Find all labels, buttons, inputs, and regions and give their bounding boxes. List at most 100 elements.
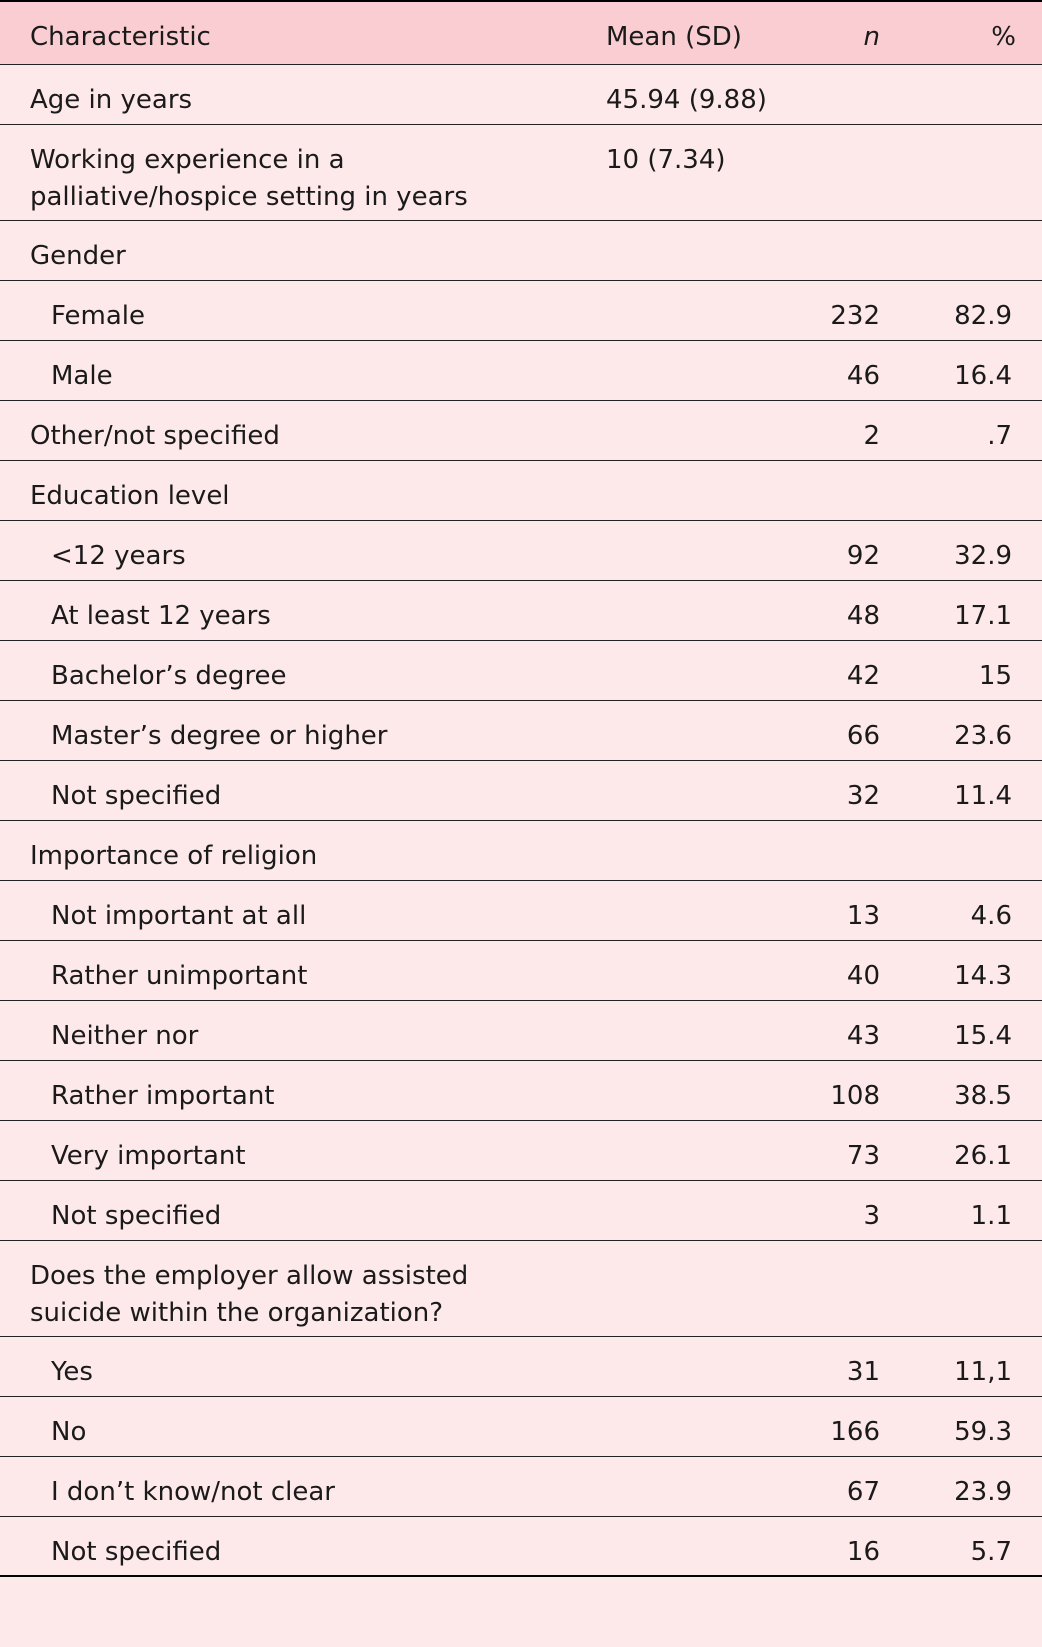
row-percent: 82.9	[954, 300, 1012, 331]
table-row: Very important 73 26.1	[0, 1120, 1042, 1180]
row-n: 73	[846, 1140, 880, 1171]
table-row: Female 232 82.9	[0, 280, 1042, 340]
row-n: 48	[846, 600, 880, 631]
row-percent: 5.7	[970, 1536, 1012, 1567]
row-mean	[604, 880, 804, 940]
row-percent	[904, 460, 1042, 520]
row-n: 232	[830, 300, 880, 331]
table-row: At least 12 years 48 17.1	[0, 580, 1042, 640]
row-n: 40	[846, 960, 880, 991]
row-mean	[604, 1336, 804, 1396]
row-percent: 16.4	[954, 360, 1012, 391]
row-label: Not specified	[51, 1536, 222, 1567]
row-label: Female	[51, 300, 146, 331]
row-label: Rather important	[51, 1080, 275, 1111]
table-row: Gender	[0, 220, 1042, 280]
row-mean	[604, 1180, 804, 1240]
row-label: Not specified	[51, 780, 222, 811]
row-mean	[604, 520, 804, 580]
row-n: 67	[846, 1476, 880, 1507]
header-percent: %	[991, 22, 1016, 52]
row-percent: 4.6	[970, 900, 1012, 931]
row-mean	[604, 1516, 804, 1576]
row-label-line: Does the employer allow assisted	[30, 1260, 469, 1291]
row-percent: 11,1	[954, 1356, 1012, 1387]
table-row: <12 years 92 32.9	[0, 520, 1042, 580]
row-label: At least 12 years	[51, 600, 271, 631]
table-row: Master’s degree or higher 66 23.6	[0, 700, 1042, 760]
table-row: Other/not specified 2 .7	[0, 400, 1042, 460]
row-n: 92	[846, 540, 880, 571]
table-row: Not specified 3 1.1	[0, 1180, 1042, 1240]
table-row: Education level	[0, 460, 1042, 520]
row-mean: 10 (7.34)	[606, 144, 726, 175]
row-label: Not important at all	[51, 900, 307, 931]
table-row: Does the employer allow assisted suicide…	[0, 1240, 1042, 1336]
row-label: Other/not specified	[30, 420, 280, 451]
row-n: 3	[863, 1200, 880, 1231]
table-row: Bachelor’s degree 42 15	[0, 640, 1042, 700]
table-row: Not specified 32 11.4	[0, 760, 1042, 820]
row-mean	[604, 220, 804, 280]
header-characteristic: Characteristic	[30, 22, 211, 52]
row-mean	[604, 580, 804, 640]
row-mean	[604, 1000, 804, 1060]
row-label: Yes	[51, 1356, 93, 1387]
row-mean	[604, 460, 804, 520]
row-n: 16	[846, 1536, 880, 1567]
row-mean	[604, 640, 804, 700]
row-label: Bachelor’s degree	[51, 660, 287, 691]
row-mean	[604, 340, 804, 400]
row-n	[804, 64, 904, 124]
row-label-line: Working experience in a	[30, 144, 345, 175]
row-percent	[904, 1240, 1042, 1336]
row-percent	[904, 124, 1042, 220]
row-percent	[904, 220, 1042, 280]
row-mean	[604, 1456, 804, 1516]
row-percent: 26.1	[954, 1140, 1012, 1171]
header-n: n	[863, 22, 880, 52]
table-row: Neither nor 43 15.4	[0, 1000, 1042, 1060]
row-n	[804, 124, 904, 220]
row-n	[804, 1240, 904, 1336]
row-label: Master’s degree or higher	[51, 720, 388, 751]
row-label-line: palliative/hospice setting in years	[30, 181, 468, 212]
characteristics-table: Characteristic Mean (SD) n % Age in year…	[0, 2, 1042, 1577]
row-label: Rather unimportant	[51, 960, 308, 991]
row-n: 108	[830, 1080, 880, 1111]
row-percent: 38.5	[954, 1080, 1012, 1111]
row-percent: .7	[987, 420, 1012, 451]
row-percent: 59.3	[954, 1416, 1012, 1447]
table-row: I don’t know/not clear 67 23.9	[0, 1456, 1042, 1516]
row-percent: 15	[978, 660, 1012, 691]
row-label: Neither nor	[51, 1020, 199, 1051]
row-label-line: suicide within the organization?	[30, 1297, 444, 1328]
row-label: I don’t know/not clear	[51, 1476, 335, 1507]
row-n: 66	[846, 720, 880, 751]
row-n: 166	[830, 1416, 880, 1447]
row-mean	[604, 1396, 804, 1456]
row-label: Education level	[30, 480, 230, 511]
row-label: Gender	[30, 240, 126, 271]
row-label: No	[51, 1416, 87, 1447]
row-label: Male	[51, 360, 113, 391]
row-label: Importance of religion	[30, 840, 318, 871]
row-n: 2	[863, 420, 880, 451]
row-label: <12 years	[51, 540, 186, 571]
row-n: 13	[846, 900, 880, 931]
table-row: Importance of religion	[0, 820, 1042, 880]
row-mean	[604, 1120, 804, 1180]
row-label: Age in years	[30, 84, 193, 115]
row-mean	[604, 940, 804, 1000]
table-header-row: Characteristic Mean (SD) n %	[0, 2, 1042, 64]
row-mean: 45.94 (9.88)	[606, 84, 767, 115]
row-label: Not specified	[51, 1200, 222, 1231]
row-n	[804, 460, 904, 520]
row-percent: 23.6	[954, 720, 1012, 751]
row-n: 46	[846, 360, 880, 391]
table-row: Not specified 16 5.7	[0, 1516, 1042, 1576]
row-percent: 17.1	[954, 600, 1012, 631]
row-mean	[604, 760, 804, 820]
row-n	[804, 820, 904, 880]
table-row: Rather unimportant 40 14.3	[0, 940, 1042, 1000]
